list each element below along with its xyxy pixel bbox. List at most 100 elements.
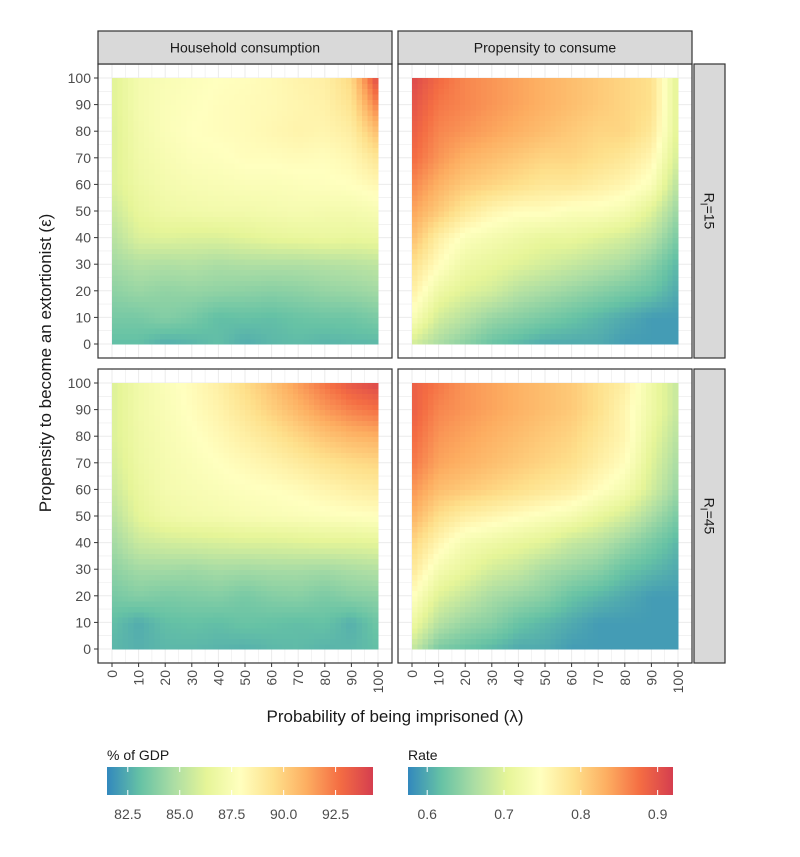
heatmap-cell [566, 137, 572, 143]
heatmap-cell [367, 105, 373, 111]
heatmap-cell [444, 317, 450, 323]
heatmap-cell [561, 243, 567, 249]
heatmap-cell [341, 312, 347, 318]
heatmap-cell [186, 105, 192, 111]
heatmap-cell [657, 285, 663, 291]
heatmap-cell [298, 158, 304, 164]
heatmap-cell [351, 238, 357, 244]
heatmap-cell [155, 328, 161, 334]
heatmap-cell [673, 222, 679, 228]
heatmap-cell [112, 222, 118, 228]
heatmap-cell [139, 328, 145, 334]
heatmap-cell [524, 137, 530, 143]
heatmap-cell [667, 232, 673, 238]
heatmap-cell [240, 301, 246, 307]
heatmap-cell [673, 259, 679, 265]
heatmap-cell [598, 211, 604, 217]
heatmap-cell [412, 110, 418, 116]
heatmap-cell [304, 168, 310, 174]
heatmap-cell [593, 312, 599, 318]
heatmap-cell [455, 137, 461, 143]
heatmap-cell [540, 339, 546, 345]
heatmap-cell [604, 312, 610, 318]
heatmap-cell [346, 174, 352, 180]
heatmap-cell [117, 333, 123, 339]
heatmap-cell [646, 243, 652, 249]
heatmap-cell [609, 211, 615, 217]
heatmap-cell [572, 216, 578, 222]
heatmap-cell [545, 195, 551, 201]
heatmap-cell [314, 147, 320, 153]
heatmap-cell [213, 126, 219, 132]
heatmap-cell [657, 211, 663, 217]
heatmap-cell [444, 270, 450, 276]
heatmap-cell [373, 184, 379, 190]
heatmap-cell [330, 227, 336, 233]
heatmap-cell [165, 126, 171, 132]
heatmap-cell [492, 280, 498, 286]
heatmap-cell [588, 195, 594, 201]
heatmap-cell [202, 131, 208, 137]
heatmap-cell [133, 179, 139, 185]
heatmap-cell [556, 99, 562, 105]
heatmap-cell [171, 195, 177, 201]
heatmap-cell [176, 168, 182, 174]
heatmap-cell [266, 137, 272, 143]
heatmap-cell [155, 142, 161, 148]
heatmap-cell [619, 174, 625, 180]
heatmap-cell [266, 296, 272, 302]
heatmap-cell [314, 222, 320, 228]
heatmap-cell [486, 200, 492, 206]
heatmap-cell [186, 179, 192, 185]
heatmap-cell [197, 339, 203, 345]
heatmap-cell [635, 232, 641, 238]
heatmap-cell [245, 323, 251, 329]
heatmap-cell [314, 270, 320, 276]
heatmap-cell [423, 94, 429, 100]
heatmap-cell [192, 94, 198, 100]
heatmap-cell [502, 190, 508, 196]
heatmap-cell [646, 195, 652, 201]
heatmap-cell [304, 126, 310, 132]
heatmap-cell [139, 78, 145, 84]
heatmap-cell [630, 174, 636, 180]
heatmap-cell [330, 115, 336, 121]
heatmap-cell [314, 89, 320, 95]
heatmap-cell [266, 254, 272, 260]
heatmap-cell [524, 296, 530, 302]
heatmap-cell [646, 121, 652, 127]
heatmap-cell [604, 105, 610, 111]
heatmap-cell [357, 248, 363, 254]
heatmap-cell [186, 174, 192, 180]
heatmap-cell [144, 259, 150, 265]
heatmap-cell [598, 158, 604, 164]
heatmap-cell [593, 168, 599, 174]
heatmap-cell [529, 89, 535, 95]
heatmap-cell [465, 163, 471, 169]
heatmap-cell [117, 99, 123, 105]
heatmap-cell [325, 99, 331, 105]
heatmap-cell [160, 163, 166, 169]
heatmap-cell [465, 333, 471, 339]
heatmap-cell [598, 312, 604, 318]
heatmap-cell [335, 147, 341, 153]
heatmap-cell [646, 275, 652, 281]
heatmap-cell [550, 254, 556, 260]
heatmap-cell [492, 168, 498, 174]
heatmap-cell [367, 131, 373, 137]
heatmap-cell [534, 121, 540, 127]
heatmap-cell [465, 227, 471, 233]
heatmap-cell [149, 179, 155, 185]
heatmap-cell [619, 270, 625, 276]
heatmap-cell [277, 131, 283, 137]
heatmap-cell [293, 126, 299, 132]
heatmap-cell [197, 89, 203, 95]
heatmap-cell [582, 301, 588, 307]
heatmap-cell [486, 152, 492, 158]
heatmap-cell [197, 83, 203, 89]
heatmap-cell [176, 105, 182, 111]
heatmap-cell [518, 200, 524, 206]
heatmap-cell [412, 94, 418, 100]
heatmap-cell [234, 190, 240, 196]
heatmap-cell [325, 216, 331, 222]
